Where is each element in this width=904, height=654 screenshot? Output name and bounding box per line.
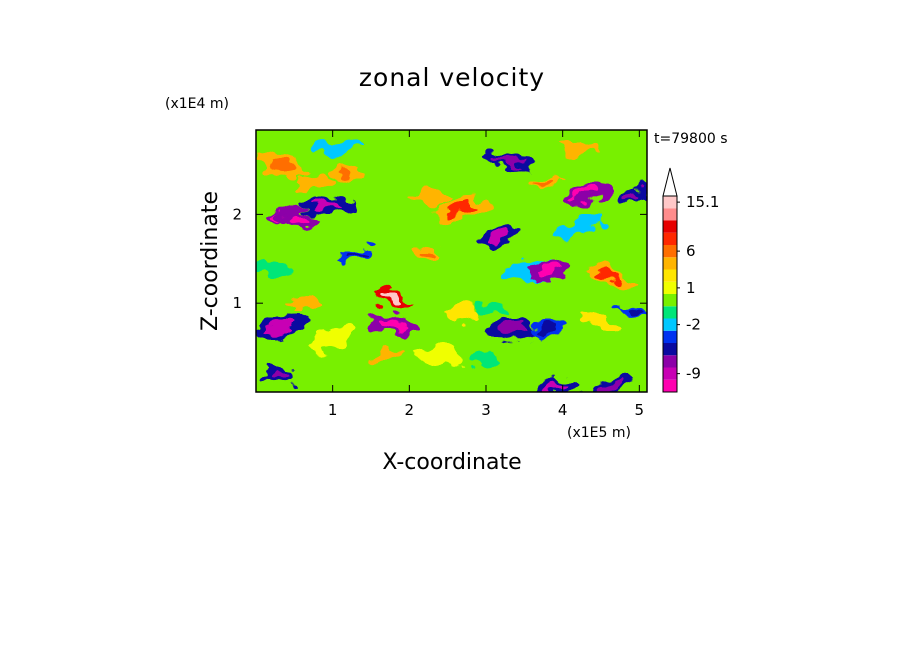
- y-tick-label: 1: [232, 294, 242, 312]
- colorbar-segment: [663, 232, 677, 245]
- colorbar-extend-arrow: [662, 167, 678, 197]
- colorbar-segment: [663, 257, 677, 270]
- chart-title: zonal velocity: [359, 63, 545, 92]
- y-unit-label: (x1E4 m): [165, 96, 229, 112]
- field-feature-core: [566, 143, 590, 152]
- field-feature-core: [420, 193, 444, 200]
- colorbar-segment: [663, 330, 677, 343]
- y-axis-label: Z-coordinate: [198, 191, 223, 331]
- x-unit-label: (x1E5 m): [567, 425, 631, 441]
- field-feature-core: [421, 249, 436, 260]
- field-feature-core: [378, 320, 410, 331]
- field-feature-core: [338, 169, 358, 180]
- x-tick-label: 4: [558, 401, 568, 419]
- colorbar: 15.1 6 1 -2 -9: [662, 167, 719, 393]
- colorbar-segment: [663, 343, 677, 356]
- field-feature-core: [538, 325, 556, 335]
- x-tick-label: 5: [635, 401, 645, 419]
- field-feature-core: [543, 382, 567, 392]
- contour-field: [256, 130, 647, 392]
- field-feature-core: [537, 180, 557, 187]
- field-feature-core: [499, 324, 527, 336]
- field-feature-core: [347, 250, 364, 258]
- x-axis-label: X-coordinate: [382, 450, 521, 475]
- field-feature-core: [487, 230, 508, 243]
- colorbar-segment: [663, 208, 677, 221]
- colorbar-tick-label: 6: [686, 242, 696, 260]
- field-feature: [414, 346, 466, 367]
- field-feature-core: [447, 203, 479, 217]
- colorbar-tick-label: 1: [686, 279, 696, 297]
- colorbar-segment: [663, 306, 677, 319]
- colorbar-segment: [663, 379, 677, 392]
- field-feature-core: [536, 266, 559, 278]
- field-feature-core: [623, 191, 640, 202]
- field-feature-core: [375, 353, 398, 360]
- colorbar-segment: [663, 281, 677, 294]
- field-feature: [472, 349, 500, 372]
- field-feature: [310, 326, 355, 351]
- colorbar-segment: [663, 367, 677, 380]
- x-tick-label: 1: [328, 401, 338, 419]
- field-feature-core: [625, 307, 646, 317]
- field-feature: [475, 301, 512, 314]
- colorbar-tick-label: -2: [686, 316, 701, 334]
- field-feature: [446, 303, 480, 321]
- colorbar-segment: [663, 220, 677, 233]
- field-feature-core: [268, 318, 298, 333]
- x-tick-label: 2: [405, 401, 415, 419]
- colorbar-segment: [663, 294, 677, 307]
- colorbar-tick-label: 15.1: [686, 193, 719, 211]
- field-feature-core: [593, 381, 624, 392]
- field-feature-core: [269, 157, 297, 174]
- field-feature-core: [313, 201, 345, 210]
- field-feature-core: [269, 368, 289, 380]
- y-tick-label: 2: [232, 205, 242, 223]
- colorbar-tick-label: -9: [686, 365, 701, 383]
- plot-frame: [255, 129, 648, 393]
- field-feature-core: [495, 155, 523, 167]
- colorbar-segment: [663, 196, 677, 209]
- field-feature-core: [303, 179, 324, 188]
- colorbar-segment: [663, 269, 677, 282]
- field-feature-core: [293, 300, 311, 307]
- field-feature-core: [286, 212, 310, 225]
- colorbar-segment: [663, 318, 677, 331]
- time-label: t=79800 s: [654, 131, 728, 147]
- colorbar-segment: [663, 355, 677, 368]
- field-feature: [256, 260, 293, 276]
- field-feature: [555, 218, 601, 238]
- x-tick-label: 3: [481, 401, 491, 419]
- field-feature: [579, 310, 623, 332]
- field-feature-core: [378, 292, 402, 306]
- field-feature-core: [595, 269, 623, 284]
- field-feature: [312, 140, 361, 155]
- colorbar-segment: [663, 245, 677, 258]
- field-feature-core: [572, 186, 599, 199]
